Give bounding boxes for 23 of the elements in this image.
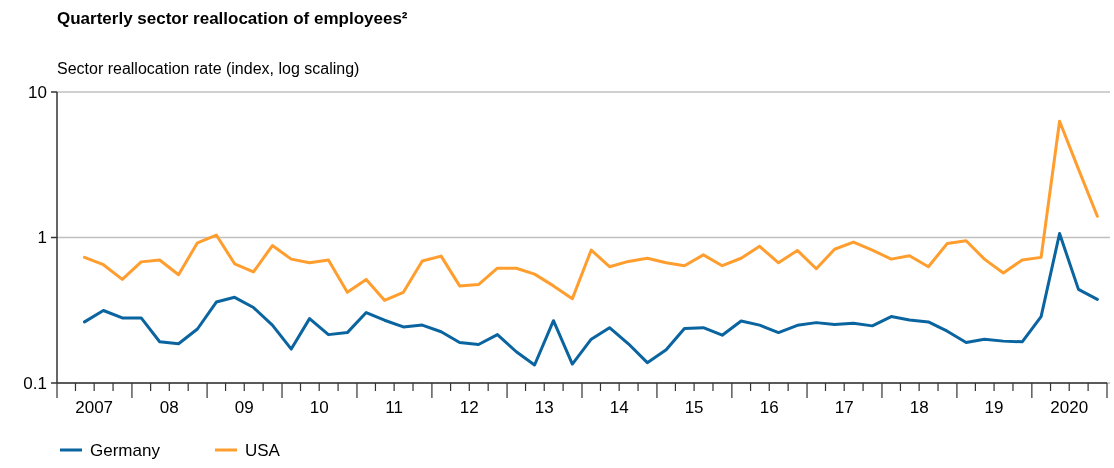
chart-title: Quarterly sector reallocation of employees² xyxy=(57,9,408,28)
y-axis-title: Sector reallocation rate (index, log scaling) xyxy=(57,60,360,77)
x-tick-label: 17 xyxy=(834,398,854,417)
y-tick-label: 0.1 xyxy=(23,373,47,393)
x-tick-label: 19 xyxy=(984,398,1004,417)
x-tick-label: 08 xyxy=(159,398,179,417)
line-series xyxy=(83,119,1099,302)
x-tick-label: 11 xyxy=(385,398,403,417)
x-tick-label: 12 xyxy=(459,398,479,417)
line-series xyxy=(83,232,1099,367)
x-tick-label: 14 xyxy=(609,398,629,417)
x-tick-label: 15 xyxy=(684,398,704,417)
legend-label: USA xyxy=(245,441,281,460)
x-tick-label: 2020 xyxy=(1050,398,1089,417)
x-tick-label: 18 xyxy=(909,398,929,417)
legend-label: Germany xyxy=(90,441,161,460)
y-tick-label: 10 xyxy=(28,82,47,102)
x-tick-label: 13 xyxy=(534,398,554,417)
x-tick-label: 09 xyxy=(234,398,254,417)
y-tick-label: 1 xyxy=(37,228,47,248)
x-tick-label: 16 xyxy=(759,398,779,417)
x-tick-label: 10 xyxy=(309,398,329,417)
x-tick-label: 2007 xyxy=(75,398,114,417)
